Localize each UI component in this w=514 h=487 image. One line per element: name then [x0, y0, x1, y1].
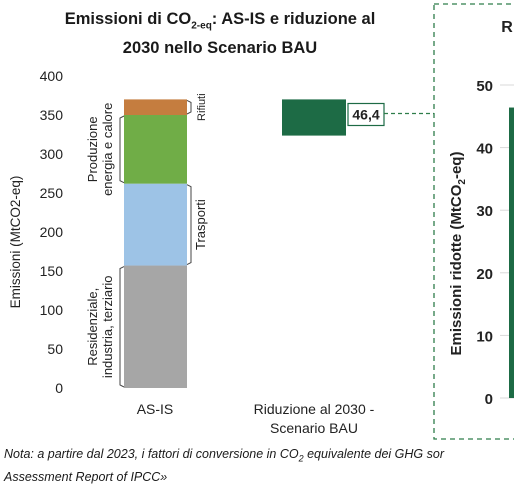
- left-stack-brackets: Residenziale, industria, terziario Traspor…: [85, 93, 208, 388]
- segment-label: Rifiuti: [196, 93, 208, 121]
- y-tick-label: 100: [40, 302, 64, 318]
- chart-note: Nota: a partire dal 2023, i fattori di c…: [4, 447, 444, 484]
- right-panel-frame: [433, 3, 514, 440]
- segment-label: Residenziale,: [85, 288, 100, 366]
- segment-label: Produzione: [85, 116, 100, 182]
- left-bars: 46,4: [124, 99, 434, 388]
- right-y-tick-label: 0: [485, 391, 493, 408]
- bracket: [186, 99, 192, 115]
- left-category-labels: AS-IS Riduzione al 2030 - Scenario BAU: [137, 401, 375, 436]
- reduction-label-box: [347, 102, 385, 127]
- reduction-bar: [282, 99, 346, 136]
- reduction-data-label: 46,4: [352, 106, 379, 122]
- y-axis-title: Emissioni (MtCO2-eq): [8, 176, 23, 309]
- right-bar: [509, 107, 514, 398]
- y-tick-label: 0: [55, 380, 63, 396]
- right-y-tick-label: 20: [476, 266, 493, 283]
- bracket: [119, 115, 125, 184]
- y-tick-label: 300: [40, 146, 64, 162]
- segment-label: Trasporti: [193, 199, 208, 250]
- bracket: [186, 184, 192, 265]
- right-y-tick-label: 40: [476, 141, 493, 158]
- y-tick-label: 200: [40, 224, 64, 240]
- left-y-axis: 0 50 100 150 200 250 300 350 400 Emissioni (MtCO2…: [8, 68, 63, 396]
- y-tick-label: 150: [40, 263, 64, 279]
- right-y-axis-title: Emissioni ridotte (MtCO2-eq): [448, 152, 468, 356]
- y-tick-label: 400: [40, 68, 64, 84]
- chart-title: Emissioni di CO2-eq: AS-IS e riduzione a…: [64, 10, 376, 58]
- right-panel: R 0 10 20 30 40 50 Emissioni ridotte (MtCO2-eq): [433, 3, 514, 440]
- x-category-label: Scenario BAU: [270, 420, 358, 436]
- y-tick-label: 250: [40, 185, 64, 201]
- y-tick-label: 50: [47, 341, 63, 357]
- right-y-tick-label: 30: [476, 203, 493, 220]
- segment-label: energia e calore: [100, 103, 115, 196]
- bracket: [119, 266, 125, 388]
- stack-segment-1: [124, 183, 187, 266]
- y-tick-label: 350: [40, 107, 64, 123]
- segment-label: industria, terziario: [100, 275, 115, 378]
- right-y-tick-label: 50: [476, 78, 493, 95]
- stack-segment-0: [124, 265, 187, 388]
- stack-segment-3: [124, 99, 187, 115]
- stack-segment-2: [124, 115, 187, 184]
- right-y-tick-label: 10: [476, 328, 493, 345]
- x-category-label: Riduzione al 2030 -: [254, 401, 375, 417]
- right-title-fragment: R: [501, 19, 513, 36]
- x-category-label: AS-IS: [137, 401, 174, 417]
